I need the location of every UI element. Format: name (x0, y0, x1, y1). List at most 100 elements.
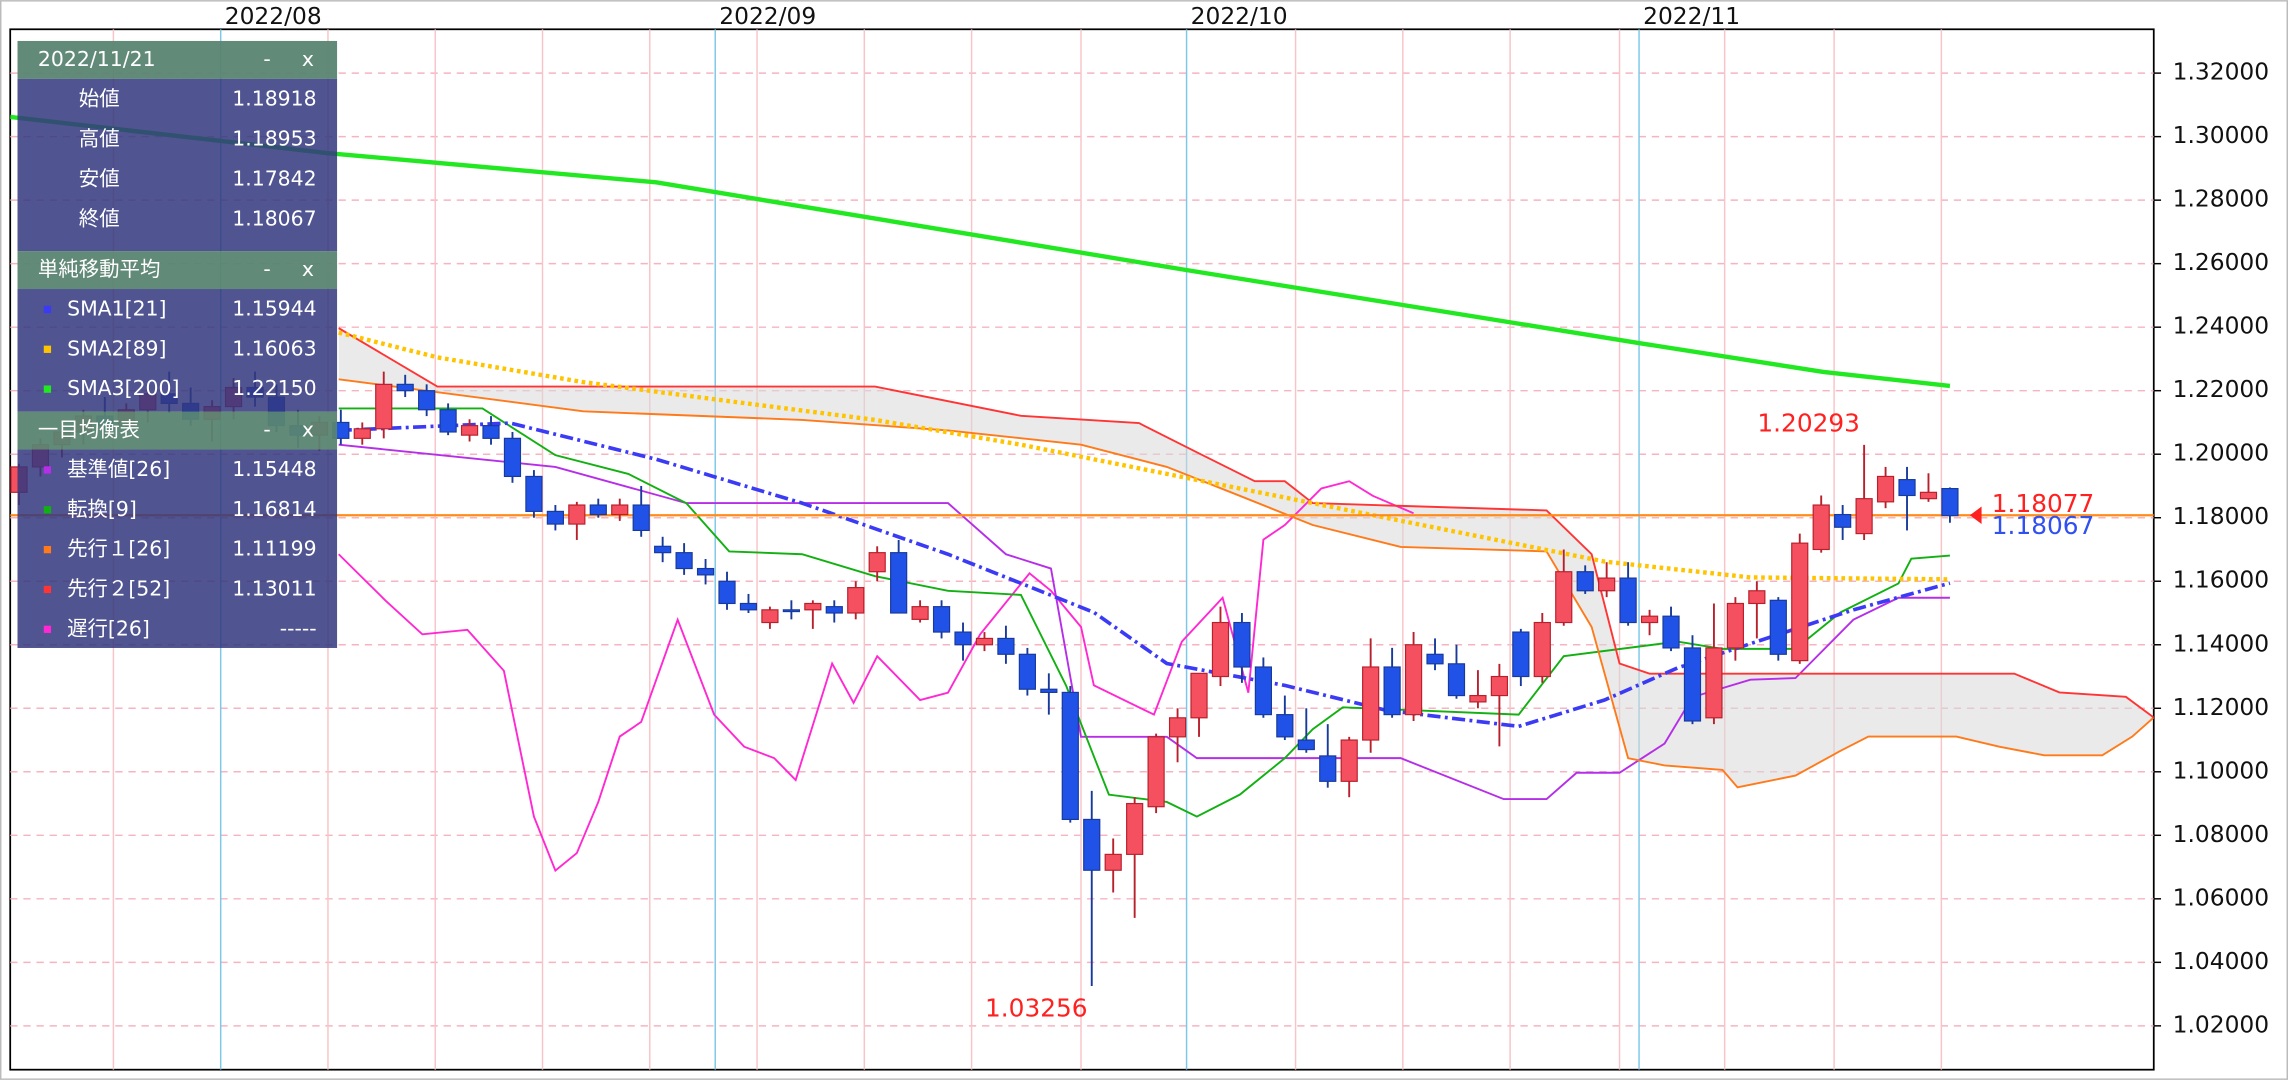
y-tick-label: 1.06000 (2173, 883, 2269, 911)
panel-value: 1.16814 (232, 497, 316, 521)
legend-swatch (43, 385, 52, 393)
panel-title: 単純移動平均 (38, 257, 160, 281)
candle-body (890, 552, 908, 614)
candle-body (1705, 647, 1723, 719)
candle-body (1512, 631, 1530, 678)
candle-body (1490, 675, 1508, 697)
candle-body (375, 383, 393, 430)
panel-value: 1.22150 (232, 376, 316, 400)
candle-body (1254, 666, 1272, 716)
panel-label: 高値 (79, 126, 120, 150)
legend-swatch (43, 305, 52, 314)
candle-body (825, 606, 843, 614)
panel-value: 1.16063 (232, 336, 316, 360)
panel-value: 1.11199 (232, 537, 316, 561)
close-button[interactable]: x (302, 257, 314, 281)
candle-body (396, 383, 414, 392)
panel-title: 2022/11/21 (38, 47, 156, 71)
candle-body (1083, 818, 1101, 871)
candle-body (654, 545, 672, 554)
panel-title: 一目均衡表 (38, 418, 140, 442)
candle-body (632, 504, 650, 532)
candle-body (1233, 621, 1251, 668)
price-label: 1.18067 (1992, 511, 2095, 540)
candle-body (1919, 491, 1938, 500)
candle-body (1126, 802, 1144, 855)
y-tick-label: 1.32000 (2173, 58, 2269, 86)
candle-body (1876, 475, 1895, 503)
y-tick-label: 1.26000 (2173, 248, 2269, 276)
axes: 1.02000 1.04000 1.06000 1.08000 1.10000 1.120… (225, 2, 2269, 1038)
legend-swatch (43, 625, 52, 633)
panel-value: 1.15448 (232, 457, 316, 481)
panel-value: 1.13011 (232, 576, 316, 600)
legend-label: 先行１[26] (67, 537, 170, 561)
y-tick-label: 1.24000 (2173, 312, 2269, 340)
panel-value: 1.18067 (232, 207, 316, 231)
candle-body (868, 552, 886, 573)
panel-body (17, 78, 338, 252)
candle-body (1211, 621, 1230, 678)
annotation: 1.03256 (985, 993, 1088, 1022)
minimize-button[interactable]: - (263, 257, 270, 281)
x-tick-label: 2022/09 (719, 2, 816, 30)
y-tick-label: 1.14000 (2173, 629, 2269, 657)
panel-value: 1.18918 (232, 86, 316, 110)
y-tick-label: 1.28000 (2173, 185, 2269, 213)
y-tick-label: 1.22000 (2173, 375, 2269, 403)
y-tick-label: 1.18000 (2173, 502, 2269, 530)
candle-body (1941, 487, 1959, 517)
candle-body (718, 580, 736, 605)
legend-label: 基準値[26] (67, 457, 170, 481)
candle-body (353, 428, 371, 439)
candle-body (546, 510, 564, 525)
panel-body (17, 449, 338, 648)
legend-label: 遅行[26] (67, 616, 150, 640)
legend-label: SMA1[21] (67, 296, 166, 320)
candle-body (568, 504, 586, 525)
candle-body (1533, 621, 1551, 678)
candle-body (1168, 717, 1187, 738)
candle-body (1383, 666, 1401, 716)
candle-body (1791, 542, 1809, 662)
candle-body (1104, 853, 1122, 871)
x-tick-label: 2022/11 (1643, 2, 1740, 30)
candle-body (1276, 714, 1294, 738)
indicator-line (338, 330, 1950, 582)
candle-body (804, 602, 822, 611)
minimize-button[interactable]: - (263, 418, 270, 442)
candle-body (954, 631, 972, 646)
y-tick-label: 1.16000 (2173, 566, 2269, 594)
candle-body (1769, 599, 1787, 655)
candle-body (911, 606, 929, 620)
legend-label: SMA3[200] (67, 376, 179, 400)
close-button[interactable]: x (302, 418, 314, 442)
candle-body (1640, 615, 1659, 624)
panel-value: 1.18953 (232, 126, 316, 150)
panel-value: 1.17842 (232, 167, 316, 191)
legend-swatch (43, 585, 52, 594)
candle-body (418, 390, 436, 411)
candle-body (1362, 666, 1380, 741)
candle-body (1619, 577, 1637, 624)
candle-body (739, 602, 758, 611)
candle-body (675, 552, 693, 570)
candle-body (1404, 644, 1423, 716)
x-tick-label: 2022/10 (1191, 2, 1288, 30)
y-tick-label: 1.12000 (2173, 693, 2269, 721)
candle-body (1834, 513, 1852, 528)
minimize-button[interactable]: - (263, 47, 270, 71)
y-tick-label: 1.08000 (2173, 820, 2269, 848)
candle-body (696, 567, 715, 576)
panel-label: 終値 (79, 207, 120, 231)
panel-label: 始値 (79, 86, 120, 110)
y-tick-label: 1.20000 (2173, 439, 2269, 467)
candle-body (1147, 736, 1165, 808)
y-tick-label: 1.02000 (2173, 1010, 2269, 1038)
close-button[interactable]: x (302, 47, 314, 71)
price-marker (1969, 506, 1982, 525)
candle-body (1855, 498, 1873, 535)
panel-header (17, 251, 338, 290)
